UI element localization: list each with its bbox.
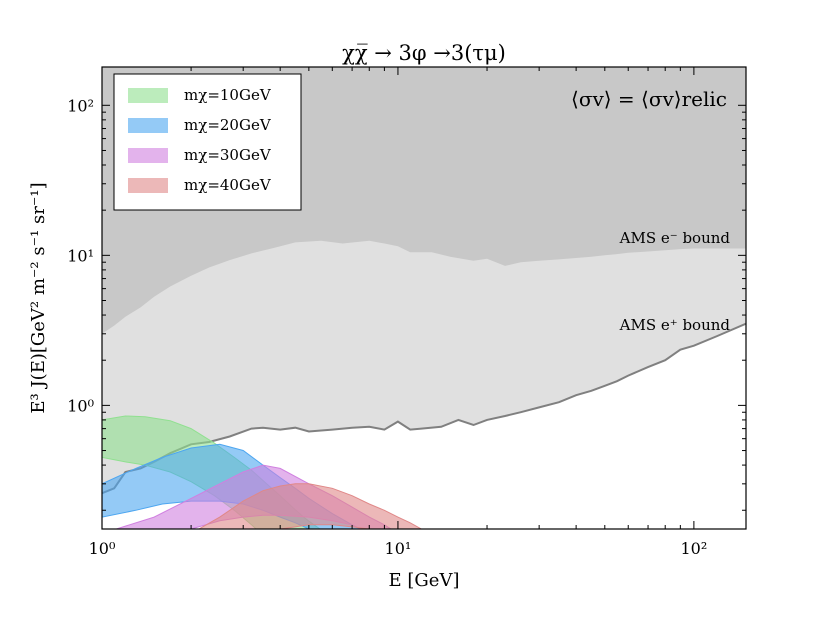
legend-swatch [128, 118, 168, 133]
legend-swatch [128, 178, 168, 193]
legend: mχ=10GeV mχ=20GeV mχ=30GeV mχ=40GeV [113, 73, 302, 211]
legend-swatch [128, 148, 168, 163]
legend-swatch [128, 88, 168, 103]
x-tick-label: 10¹ [385, 539, 412, 558]
x-axis-title: E [GeV] [389, 570, 460, 591]
series-layer [102, 415, 423, 529]
ams-electron-bound-label: AMS e⁻ bound [619, 229, 731, 247]
x-tick-label: 10² [680, 539, 707, 558]
chart-title: χχ̅ → 3φ →3(τμ) [342, 41, 506, 65]
legend-label: mχ=30GeV [184, 146, 272, 164]
legend-label: mχ=40GeV [184, 176, 272, 194]
y-tick-label: 10² [67, 96, 94, 115]
legend-label: mχ=10GeV [184, 86, 272, 104]
y-tick-label: 10¹ [67, 246, 94, 265]
ams-positron-bound-label: AMS e⁺ bound [619, 316, 731, 334]
y-axis-title: E³ J(E)[GeV² m⁻² s⁻¹ sr⁻¹] [28, 182, 49, 413]
legend-label: mχ=20GeV [184, 116, 272, 134]
relic-annotation: ⟨σv⟩ = ⟨σv⟩relic [571, 87, 727, 111]
x-tick-label: 10⁰ [89, 539, 116, 558]
y-tick-label: 10⁰ [67, 396, 94, 415]
ticks-layer: 10⁰ 10¹ 10² 10⁰ 10¹ 10² [67, 67, 746, 558]
plot-frame [101, 66, 747, 530]
band-m-40gev [197, 483, 423, 529]
